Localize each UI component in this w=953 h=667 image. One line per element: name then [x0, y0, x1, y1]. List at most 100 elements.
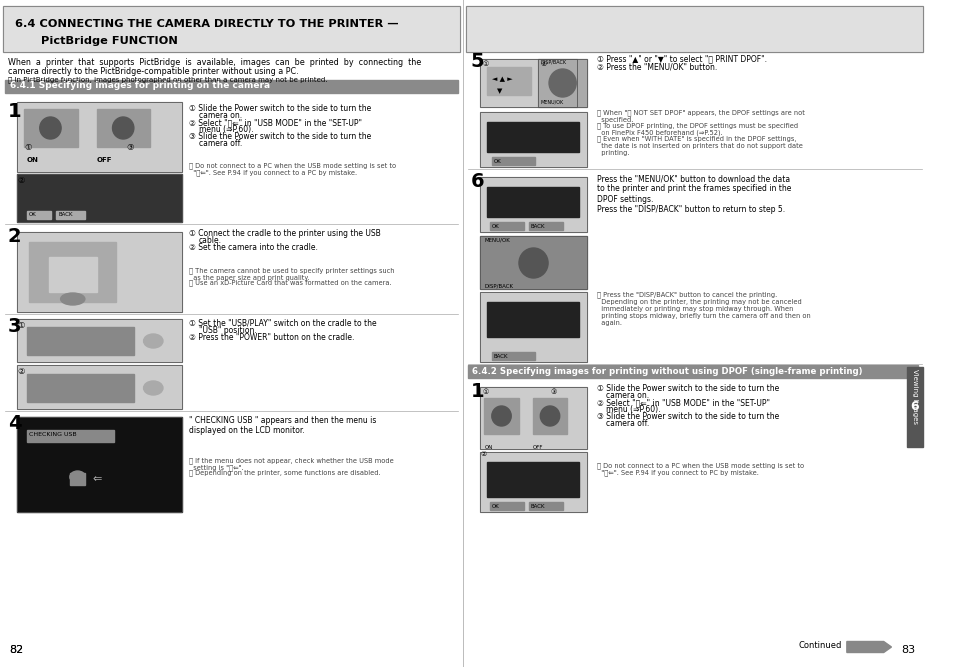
Text: DISP/BACK: DISP/BACK — [539, 59, 566, 64]
Text: Press the "MENU/OK" button to download the data
to the printer and print the fra: Press the "MENU/OK" button to download t… — [596, 174, 790, 214]
Text: PictBridge FUNCTION: PictBridge FUNCTION — [41, 36, 177, 46]
Ellipse shape — [492, 406, 511, 426]
Bar — [465, 6, 922, 52]
Text: ①: ① — [17, 321, 25, 330]
Text: ◄ ▲ ►: ◄ ▲ ► — [492, 76, 512, 82]
Bar — [486, 302, 578, 337]
Bar — [17, 232, 182, 312]
Text: ①: ① — [24, 143, 31, 152]
Text: OK: OK — [492, 224, 499, 229]
Text: ②: ② — [17, 367, 25, 376]
Bar — [24, 109, 77, 147]
FancyArrow shape — [846, 642, 890, 652]
Text: ⓘ In PictBridge function, images photographed on other than a camera may not be : ⓘ In PictBridge function, images photogr… — [8, 76, 327, 83]
Bar — [486, 122, 578, 152]
Bar — [17, 174, 182, 222]
Text: ③: ③ — [550, 389, 556, 395]
Text: camera off.: camera off. — [606, 419, 649, 428]
Bar — [97, 109, 151, 147]
Bar — [3, 6, 459, 52]
Text: OK: OK — [30, 212, 37, 217]
Bar — [465, 6, 922, 52]
Text: ② Select "ⓘ⇐" in "USB MODE" in the "SET-UP": ② Select "ⓘ⇐" in "USB MODE" in the "SET-… — [596, 398, 769, 407]
Bar — [486, 462, 578, 497]
Text: 6.4.2 Specifying images for printing without using DPOF (single-frame printing): 6.4.2 Specifying images for printing wit… — [472, 366, 862, 376]
Bar — [3, 6, 459, 52]
Text: 6: 6 — [909, 400, 918, 414]
Text: ⓘ The camera cannot be used to specify printer settings such
  as the paper size: ⓘ The camera cannot be used to specify p… — [189, 267, 395, 281]
Text: ▼: ▼ — [497, 88, 501, 94]
Text: ②: ② — [17, 176, 25, 185]
Bar — [479, 452, 586, 512]
Bar — [486, 187, 578, 217]
Text: 1: 1 — [470, 382, 483, 401]
Text: ② Select "ⓘ⇐" in "USB MODE" in the "SET-UP": ② Select "ⓘ⇐" in "USB MODE" in the "SET-… — [189, 118, 362, 127]
Text: Continued: Continued — [798, 642, 841, 650]
Text: CHECKING USB: CHECKING USB — [30, 432, 76, 437]
Text: 82: 82 — [10, 645, 24, 655]
Text: 83: 83 — [901, 645, 915, 655]
Text: ① Press "▲" or "▼" to select "ⓘ PRINT DPOF".: ① Press "▲" or "▼" to select "ⓘ PRINT DP… — [596, 54, 766, 63]
Bar — [56, 211, 85, 219]
Text: 3: 3 — [8, 317, 21, 336]
Bar — [27, 374, 133, 402]
Text: " CHECKING USB " appears and then the menu is
displayed on the LCD monitor.: " CHECKING USB " appears and then the me… — [189, 416, 376, 436]
Text: OFF: OFF — [532, 445, 542, 450]
Text: ② Set the camera into the cradle.: ② Set the camera into the cradle. — [189, 243, 317, 252]
Bar — [479, 387, 586, 449]
Text: ① Connect the cradle to the printer using the USB: ① Connect the cradle to the printer usin… — [189, 229, 380, 238]
Bar — [479, 112, 586, 167]
Text: BACK: BACK — [530, 224, 544, 229]
Bar — [492, 352, 535, 360]
Text: BACK: BACK — [494, 354, 508, 359]
Text: ②: ② — [539, 61, 546, 67]
Bar — [17, 232, 182, 312]
Text: ⓘ When "ⓘ NOT SET DPOF" appears, the DPOF settings are not
  specified.: ⓘ When "ⓘ NOT SET DPOF" appears, the DPO… — [596, 109, 803, 123]
Bar — [483, 398, 518, 434]
Text: BACK: BACK — [530, 504, 544, 509]
Bar — [17, 174, 182, 222]
Text: ON: ON — [26, 157, 38, 163]
Bar — [479, 452, 586, 512]
Ellipse shape — [40, 117, 61, 139]
Text: menu (⇒P.60).: menu (⇒P.60). — [198, 125, 253, 134]
Text: 4: 4 — [8, 414, 21, 433]
Bar — [17, 365, 182, 409]
Ellipse shape — [61, 293, 85, 305]
Ellipse shape — [549, 69, 576, 97]
Text: ⓘ Use an xD-Picture Card that was formatted on the camera.: ⓘ Use an xD-Picture Card that was format… — [189, 279, 392, 285]
Text: OK: OK — [494, 159, 501, 164]
Text: ① Set the "USB/PLAY" switch on the cradle to the: ① Set the "USB/PLAY" switch on the cradl… — [189, 319, 376, 328]
Bar — [30, 242, 116, 302]
Text: 1: 1 — [8, 102, 21, 121]
Bar — [17, 102, 182, 172]
Bar — [27, 211, 51, 219]
Bar — [27, 430, 114, 442]
Text: 6.4 CONNECTING THE CAMERA DIRECTLY TO THE PRINTER —: 6.4 CONNECTING THE CAMERA DIRECTLY TO TH… — [14, 19, 397, 29]
Text: 82: 82 — [10, 645, 24, 655]
Text: menu (⇒P.60).: menu (⇒P.60). — [606, 405, 660, 414]
Text: ③ Slide the Power switch to the side to turn the: ③ Slide the Power switch to the side to … — [596, 412, 778, 421]
Text: camera on.: camera on. — [198, 111, 242, 120]
Text: ⓘ If the menu does not appear, check whether the USB mode
  setting is "ⓘ⇐".: ⓘ If the menu does not appear, check whe… — [189, 457, 394, 471]
Bar — [17, 417, 182, 512]
Text: OFF: OFF — [97, 157, 112, 163]
Text: ⓘ To use DPOF printing, the DPOF settings must be specified
  on FinePix F450 be: ⓘ To use DPOF printing, the DPOF setting… — [596, 122, 797, 136]
Bar — [17, 319, 182, 362]
Text: BACK: BACK — [58, 212, 72, 217]
Text: ON: ON — [484, 445, 493, 450]
Bar — [528, 222, 562, 230]
Bar — [479, 236, 586, 289]
Text: "USB" position.: "USB" position. — [198, 326, 256, 335]
Bar — [537, 59, 586, 107]
Bar — [906, 367, 923, 447]
Text: ② Press the "MENU/OK" button.: ② Press the "MENU/OK" button. — [596, 62, 716, 71]
Bar — [489, 502, 523, 510]
Text: ⓘ Even when "WITH DATE" is specified in the DPOF settings,
  the date is not ins: ⓘ Even when "WITH DATE" is specified in … — [596, 135, 801, 155]
Text: camera on.: camera on. — [606, 391, 649, 400]
Text: ⓘ Do not connect to a PC when the USB mode setting is set to
  "ⓘ⇐". See P.94 if: ⓘ Do not connect to a PC when the USB mo… — [189, 162, 395, 176]
Text: 6.4.1 Specifying images for printing on the camera: 6.4.1 Specifying images for printing on … — [10, 81, 270, 91]
Text: ②: ② — [479, 451, 486, 457]
Text: ①: ① — [481, 389, 488, 395]
Bar — [532, 398, 567, 434]
